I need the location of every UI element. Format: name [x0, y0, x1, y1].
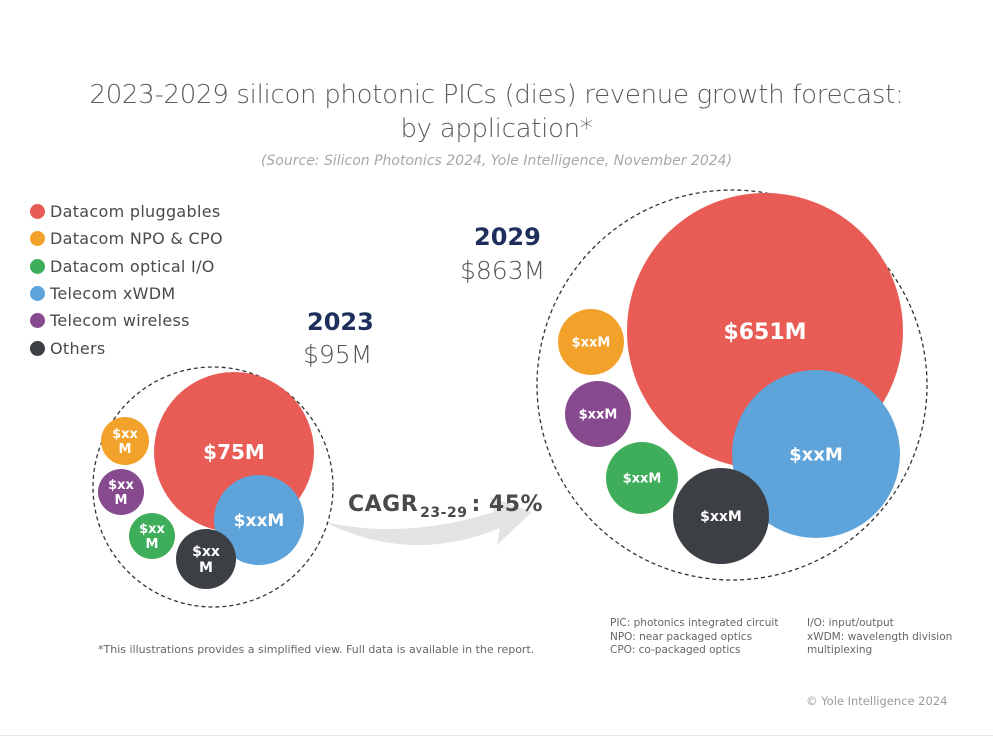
chart-title-line2: by application*	[400, 114, 593, 144]
bubble-telecom-wireless	[98, 469, 144, 515]
cagr-annotation: CAGR 23-29: 45%	[348, 492, 544, 521]
legend-label: Datacom pluggables	[50, 202, 221, 222]
year-label-2023: 2023	[307, 308, 374, 336]
bubble-value-label: $xxM	[700, 509, 742, 525]
bubble-value-label: $75M	[203, 440, 265, 464]
abbreviation: PIC: photonics integrated circuit	[610, 617, 779, 629]
divider	[0, 735, 993, 736]
legend-label: Datacom optical I/O	[50, 256, 215, 276]
abbreviations-col2: I/O: input/output xWDM: wavelength divis…	[807, 617, 952, 658]
growth-arrow-icon	[325, 497, 532, 546]
abbreviation: I/O: input/output	[807, 617, 894, 629]
legend-label: Others	[50, 338, 106, 358]
cagr-period: 23-29	[420, 505, 468, 521]
bubble-value-label: $651M	[723, 320, 806, 345]
bubble-value-label: $xxM	[572, 336, 611, 351]
legend-item: Datacom NPO & CPO	[30, 225, 223, 252]
bubble-datacom-npo-cpo	[101, 417, 149, 465]
legend-dot-icon	[30, 286, 45, 302]
legend-item: Telecom wireless	[30, 307, 223, 334]
bubble-value-label: $xx	[112, 427, 138, 442]
abbreviations-col1: PIC: photonics integrated circuit NPO: n…	[610, 617, 778, 658]
footnote: *This illustrations provides a simplifie…	[98, 643, 535, 656]
bubble-value-label: M	[119, 442, 132, 457]
bubble-value-label: M	[115, 493, 128, 508]
legend-label: Datacom NPO & CPO	[50, 229, 223, 249]
total-2029: $863M	[460, 256, 546, 285]
bubble-telecom-wireless	[565, 381, 631, 447]
bubble-value-label: $xxM	[789, 444, 843, 465]
bubble-others	[673, 468, 769, 564]
cagr-prefix: CAGR	[348, 492, 419, 517]
bubble-others	[176, 529, 236, 589]
chart-title: 2023-2029 silicon photonic PICs (dies) r…	[89, 80, 904, 110]
legend-item: Datacom pluggables	[30, 198, 223, 225]
bubble-value-label: M	[199, 560, 213, 576]
year-label-2029: 2029	[474, 223, 541, 251]
legend-label: Telecom xWDM	[50, 284, 176, 304]
bubble-value-label: $xxM	[234, 511, 285, 531]
legend-item: Others	[30, 334, 223, 361]
abbreviation: xWDM: wavelength division	[807, 630, 953, 643]
chart-subtitle-source: (Source: Silicon Photonics 2024, Yole In…	[260, 153, 733, 169]
legend-item: Telecom xWDM	[30, 280, 223, 307]
outer-dashed-circle	[536, 189, 928, 581]
legend-dot-icon	[30, 204, 45, 220]
bubble-datacom-optical-i-o	[129, 513, 175, 559]
abbreviation: NPO: near packaged optics	[610, 630, 753, 643]
bubble-group-2023: $75M$xxM$xxM$xxM$xxM $xxM	[92, 366, 334, 608]
bubble-telecom-xwdm	[214, 475, 304, 565]
abbreviation: CPO: co-packaged optics	[610, 644, 741, 656]
bubble-value-label: $xxM	[623, 472, 662, 487]
bubble-datacom-npo-cpo	[558, 309, 624, 375]
bubble-value-label: M	[146, 537, 159, 552]
bubble-datacom-optical-i-o	[606, 442, 678, 514]
bubble-value-label: $xx	[139, 522, 165, 537]
outer-dashed-circle	[92, 366, 334, 608]
bubble-group-2029: $651M $xxM $xxM $xxM $xxM $xxM	[536, 189, 928, 581]
legend-dot-icon	[30, 313, 45, 329]
total-2023: $95M	[303, 340, 373, 369]
legend-dot-icon	[30, 231, 45, 247]
legend-item: Datacom optical I/O	[30, 253, 223, 280]
bubble-value-label: $xx	[108, 478, 134, 493]
cagr-value: : 45%	[471, 492, 544, 517]
legend-dot-icon	[30, 340, 45, 356]
legend-label: Telecom wireless	[50, 311, 190, 331]
legend-dot-icon	[30, 258, 45, 274]
abbreviation: multiplexing	[807, 644, 873, 656]
legend: Datacom pluggables Datacom NPO & CPO Dat…	[30, 198, 223, 362]
copyright: © Yole Intelligence 2024	[806, 694, 948, 708]
bubble-value-label: $xx	[192, 544, 220, 560]
bubble-value-label: $xxM	[579, 408, 618, 423]
bubble-telecom-xwdm	[732, 370, 900, 538]
